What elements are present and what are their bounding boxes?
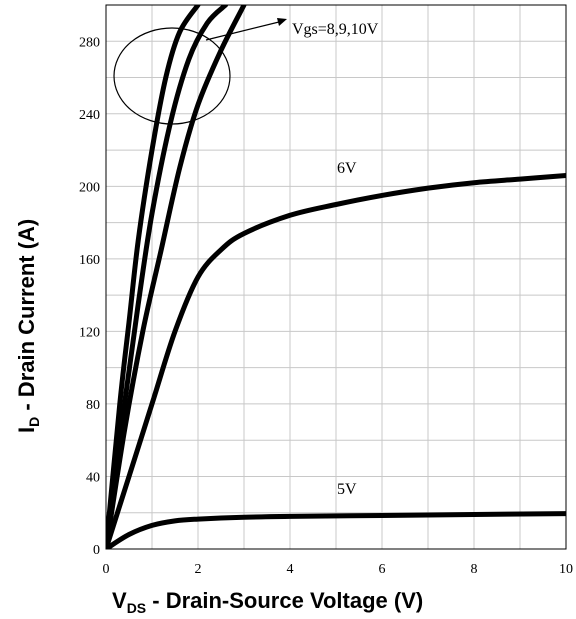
y-axis-title-rest: - Drain Current (A) xyxy=(14,219,39,417)
tick-labels: 0 40 80 120 160 200 240 280 0 2 4 6 8 10 xyxy=(79,35,573,577)
x-axis-title: VDS - Drain-Source Voltage (V) xyxy=(112,588,423,616)
x-tick-label: 0 xyxy=(103,562,110,577)
y-tick-label: 40 xyxy=(86,470,100,485)
y-tick-label: 240 xyxy=(79,108,100,123)
y-axis-title: ID - Drain Current (A) xyxy=(14,219,42,433)
y-tick-label: 80 xyxy=(86,398,100,413)
annotation-vgs: Vgs=8,9,10V xyxy=(292,21,379,38)
label-6v: 6V xyxy=(337,160,357,177)
y-tick-label: 280 xyxy=(79,35,100,50)
x-tick-label: 10 xyxy=(559,562,573,577)
curve-vgs-10v xyxy=(106,5,247,549)
label-5v: 5V xyxy=(337,481,357,498)
grid xyxy=(105,4,567,550)
y-axis-title-sub: D xyxy=(26,417,42,427)
x-tick-label: 4 xyxy=(287,562,294,577)
x-axis-title-main: V xyxy=(112,588,127,613)
y-tick-label: 0 xyxy=(93,543,100,558)
curve-group xyxy=(106,5,566,549)
curve-vgs-9v xyxy=(106,5,229,549)
x-tick-label: 2 xyxy=(195,562,202,577)
annotation-arrow xyxy=(205,20,284,41)
curves xyxy=(106,5,566,549)
annotation-arrowhead xyxy=(277,18,287,26)
y-tick-label: 160 xyxy=(79,253,100,268)
x-tick-label: 8 xyxy=(471,562,478,577)
curve-vgs-6v xyxy=(106,173,566,549)
y-tick-label: 200 xyxy=(79,180,100,195)
x-axis-title-rest: - Drain-Source Voltage (V) xyxy=(146,588,423,613)
y-axis-title-main: I xyxy=(14,427,39,433)
y-tick-label: 120 xyxy=(79,325,100,340)
curve-vgs-5v xyxy=(106,511,566,549)
vgs-highlight-ellipse xyxy=(113,27,231,125)
curve-vgs-8v xyxy=(106,5,201,549)
x-axis-title-sub: DS xyxy=(127,600,146,616)
plot-frame xyxy=(105,4,567,550)
x-tick-label: 6 xyxy=(379,562,386,577)
